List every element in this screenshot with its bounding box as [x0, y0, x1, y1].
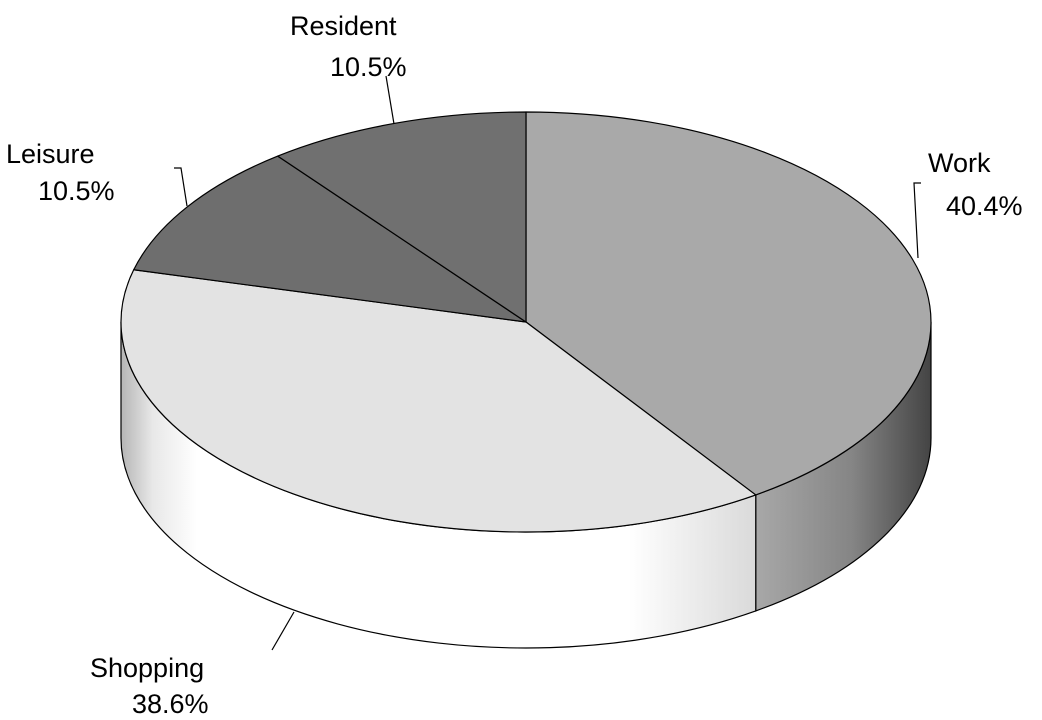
slice-work: [525, 111, 932, 496]
value-leisure: 10.5%: [38, 176, 115, 206]
value-work: 40.4%: [946, 191, 1023, 221]
value-resident: 10.5%: [330, 52, 407, 82]
pie-labels: Work 40.4% Shopping 38.6% Leisure 10.5% Reside…: [6, 11, 1023, 719]
leader-line-resident: [385, 75, 395, 125]
label-leisure: Leisure: [6, 139, 95, 169]
label-work: Work: [928, 148, 991, 178]
label-resident: Resident: [290, 11, 397, 41]
leader-line-work: [913, 182, 921, 259]
slice-resident: [277, 111, 527, 323]
slice-shopping: [120, 269, 757, 533]
leader-line-shopping: [271, 611, 295, 651]
leader-line-leisure: [174, 167, 188, 207]
pie-top: [120, 111, 932, 533]
value-shopping: 38.6%: [132, 689, 209, 719]
label-shopping: Shopping: [90, 653, 204, 683]
slice-leisure: [133, 155, 527, 323]
